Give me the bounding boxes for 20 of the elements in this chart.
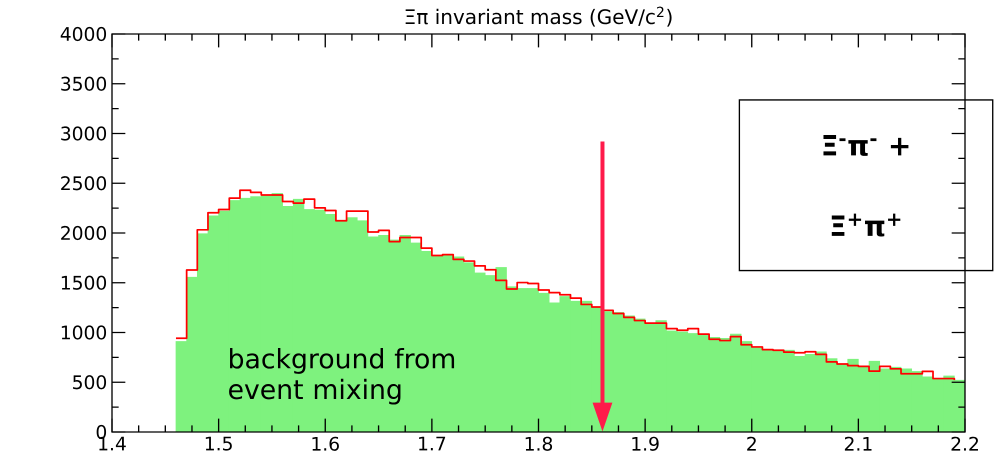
y-tick-label: 500: [73, 375, 106, 390]
x-tick-label: 2.1: [844, 436, 872, 451]
series-label: background from event mixing: [229, 348, 454, 405]
x-tick-label: 1.8: [526, 436, 552, 451]
y-tick-label: 3000: [61, 126, 106, 141]
x-tick-label: 1.6: [312, 436, 339, 451]
y-tick-label: 2500: [61, 176, 106, 190]
y-tick-label: 1000: [62, 325, 106, 340]
x-tick-label: 1.5: [206, 436, 232, 451]
text: Ξ$^{+}$π$^{+}$: [832, 214, 900, 236]
text: Ξ$^{-}$π$^{-}$ +: [823, 134, 908, 156]
chart-title: Ξπ invariant mass (GeV/c$^{2}$): [406, 6, 672, 27]
y-tick-label: 3500: [61, 76, 106, 91]
x-tick-label: 2: [747, 436, 756, 451]
y-tick-label: 1500: [62, 276, 106, 290]
y-tick-label: 4000: [60, 26, 106, 42]
x-tick-label: 1.9: [632, 436, 659, 451]
y-tick-label: 2000: [61, 226, 106, 240]
x-tick-label: 1.7: [419, 436, 446, 450]
x-tick-label: 2.2: [952, 436, 978, 451]
